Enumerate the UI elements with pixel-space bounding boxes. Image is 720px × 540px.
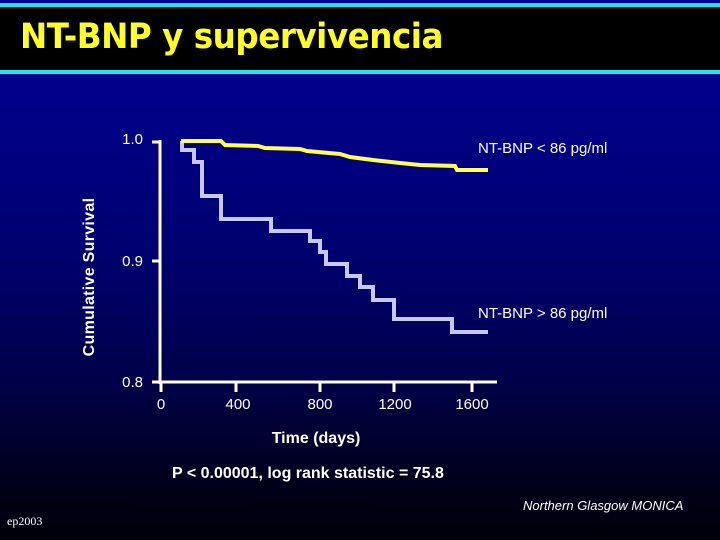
x-tick-label: 1600 bbox=[455, 396, 488, 413]
y-tick-label: 1.0 bbox=[122, 131, 143, 148]
y-tick-label: 0.9 bbox=[122, 253, 143, 270]
x-tick-label: 0 bbox=[157, 396, 165, 413]
log-rank-statistic: P < 0.00001, log rank statistic = 75.8 bbox=[172, 465, 444, 482]
x-tick-label: 400 bbox=[225, 396, 250, 413]
series-high-ntbnp bbox=[180, 141, 488, 334]
data-source: Northern Glasgow MONICA bbox=[523, 498, 684, 513]
y-axis: 1.0 0.9 0.8 bbox=[122, 131, 162, 391]
series-low-ntbnp bbox=[181, 139, 488, 172]
series-label-high: NT-BNP > 86 pg/ml bbox=[478, 305, 607, 322]
y-tick-label: 0.8 bbox=[122, 374, 143, 391]
y-axis-label: Cumulative Survival bbox=[81, 197, 98, 357]
x-tick-label: 1200 bbox=[378, 396, 411, 413]
x-tick-label: 800 bbox=[307, 396, 332, 413]
x-axis: 0 400 800 1200 1600 Time (days) bbox=[157, 380, 497, 447]
slide-title: NT-BNP y supervivencia bbox=[20, 17, 443, 57]
x-axis-label: Time (days) bbox=[272, 430, 361, 447]
title-bar: NT-BNP y supervivencia bbox=[0, 3, 720, 74]
footer-code: ep2003 bbox=[7, 514, 43, 528]
series-label-low: NT-BNP < 86 pg/ml bbox=[478, 140, 607, 157]
